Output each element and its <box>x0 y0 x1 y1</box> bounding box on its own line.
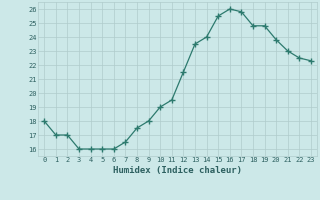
X-axis label: Humidex (Indice chaleur): Humidex (Indice chaleur) <box>113 166 242 175</box>
